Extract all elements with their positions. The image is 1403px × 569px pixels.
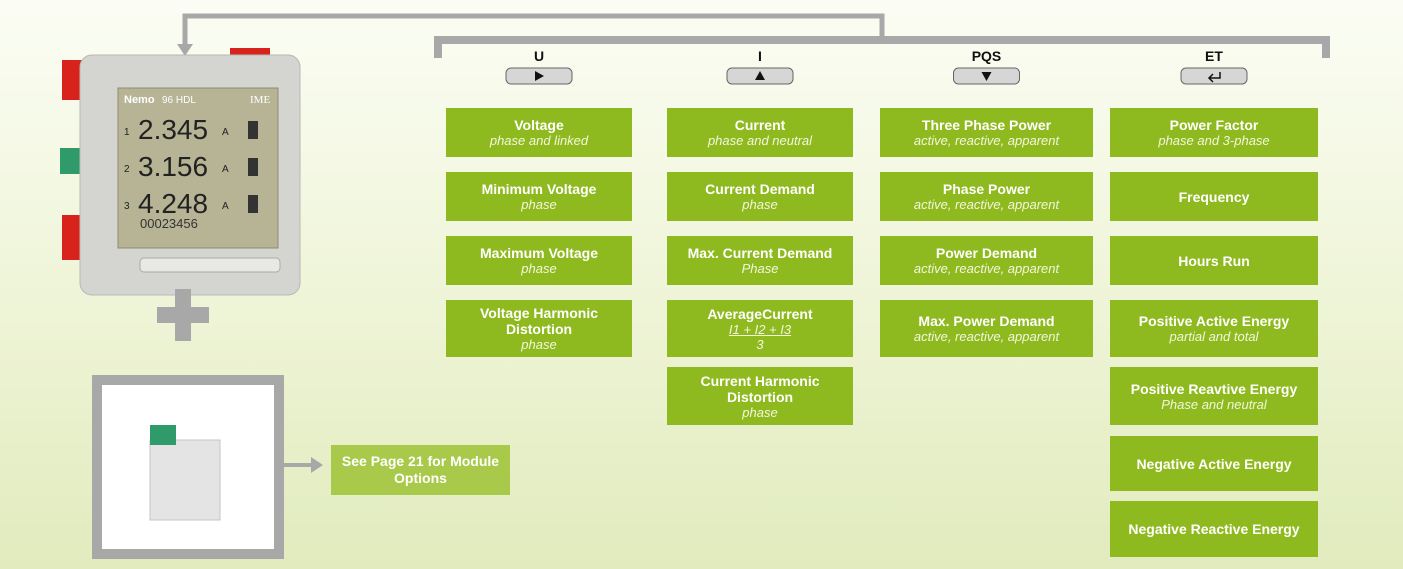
- plus: [175, 289, 191, 341]
- box-subtitle: Phase: [671, 261, 849, 276]
- column-header: I: [667, 48, 853, 64]
- column-header: ET: [1110, 48, 1318, 64]
- device-brand: Nemo: [124, 94, 155, 106]
- box-title: Power Factor: [1114, 117, 1314, 133]
- box-title: Power Demand: [884, 245, 1089, 261]
- connector-plug: [60, 148, 82, 174]
- device-row: 2: [124, 164, 130, 175]
- device-unit: A: [222, 201, 229, 212]
- box-title: AverageCurrent: [671, 306, 849, 322]
- box-denominator: 3: [671, 337, 849, 352]
- module: [150, 440, 220, 520]
- device-bar: [248, 195, 258, 213]
- device-reading: 4.248: [138, 188, 208, 219]
- box-subtitle: phase and linked: [450, 133, 628, 148]
- box-title: Current: [671, 117, 849, 133]
- device-maker: IME: [250, 94, 270, 106]
- box-subtitle: phase: [671, 405, 849, 420]
- device-row: 1: [124, 127, 130, 138]
- menu-box: Frequency: [1110, 172, 1318, 221]
- box-subtitle: active, reactive, apparent: [884, 197, 1089, 212]
- module-note: See Page 21 for Module Options: [331, 445, 510, 495]
- device-unit: A: [222, 127, 229, 138]
- box-title: Minimum Voltage: [450, 181, 628, 197]
- device-bar: [248, 158, 258, 176]
- box-subtitle: phase and 3-phase: [1114, 133, 1314, 148]
- box-subtitle: phase: [450, 261, 628, 276]
- box-subtitle: I1 + I2 + I3: [671, 322, 849, 337]
- arrow-head: [177, 44, 193, 56]
- box-title: Three Phase Power: [884, 117, 1089, 133]
- box-title: Negative Active Energy: [1114, 456, 1314, 472]
- module-plug: [150, 425, 176, 445]
- box-subtitle: phase: [450, 337, 628, 352]
- device-bar: [248, 121, 258, 139]
- box-subtitle: active, reactive, apparent: [884, 133, 1089, 148]
- device-reading: 2.345: [138, 114, 208, 145]
- device-buttons: [140, 258, 280, 272]
- menu-box: Negative Reactive Energy: [1110, 501, 1318, 557]
- column-header: PQS: [880, 48, 1093, 64]
- device-reading: 3.156: [138, 151, 208, 182]
- box-title: Max. Current Demand: [671, 245, 849, 261]
- device-unit: A: [222, 164, 229, 175]
- box-title: Positive Reavtive Energy: [1114, 381, 1314, 397]
- box-title: Current Harmonic Distortion: [671, 373, 849, 405]
- box-title: Positive Active Energy: [1114, 313, 1314, 329]
- box-title: Current Demand: [671, 181, 849, 197]
- box-subtitle: Phase and neutral: [1114, 397, 1314, 412]
- device-counter: 00023456: [140, 216, 198, 231]
- box-title: Hours Run: [1114, 253, 1314, 269]
- box-title: Frequency: [1114, 189, 1314, 205]
- box-title: Phase Power: [884, 181, 1089, 197]
- box-subtitle: active, reactive, apparent: [884, 329, 1089, 344]
- column-header: U: [446, 48, 632, 64]
- device-row: 3: [124, 201, 130, 212]
- box-subtitle: phase: [671, 197, 849, 212]
- box-title: Negative Reactive Energy: [1114, 521, 1314, 537]
- box-title: Max. Power Demand: [884, 313, 1089, 329]
- box-subtitle: partial and total: [1114, 329, 1314, 344]
- box-title: Voltage Harmonic Distortion: [450, 305, 628, 337]
- box-title: Maximum Voltage: [450, 245, 628, 261]
- menu-button: [1181, 68, 1247, 84]
- arrow-head: [311, 457, 323, 473]
- device-model: 96 HDL: [162, 95, 196, 106]
- box-subtitle: active, reactive, apparent: [884, 261, 1089, 276]
- page: Nemo 96 HDL IME 1 2.345 A 2 3.156 A 3 4.248 A 00…: [0, 0, 1403, 569]
- box-title: Voltage: [450, 117, 628, 133]
- box-subtitle: phase and neutral: [671, 133, 849, 148]
- box-subtitle: phase: [450, 197, 628, 212]
- menu-box: Negative Active Energy: [1110, 436, 1318, 491]
- menu-box: Hours Run: [1110, 236, 1318, 285]
